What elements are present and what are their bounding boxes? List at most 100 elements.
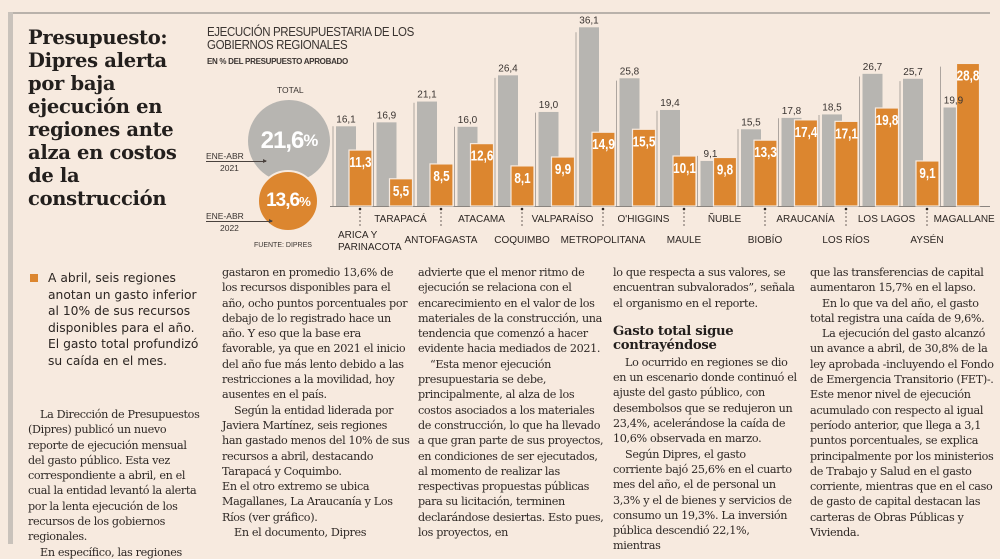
paragraph: En específico, las regiones <box>40 545 182 559</box>
bar-label-2021: 19,4 <box>660 98 680 109</box>
category-label: BIOBÍO <box>748 233 783 246</box>
bar-label-2021: 21,1 <box>417 90 437 101</box>
bar-2022 <box>753 139 778 207</box>
headline: Presupuesto: Dipres alerta por baja ejec… <box>28 26 177 210</box>
bar-2022 <box>955 62 981 207</box>
category-label: PARINACOTA <box>338 242 402 253</box>
period-label: ENE-ABR <box>206 151 244 161</box>
total-2022-circle: 13,6% <box>257 170 319 232</box>
lead-summary: A abril, seis regiones anotan un gasto i… <box>30 270 205 369</box>
bar-2022 <box>429 163 454 207</box>
bar-2022 <box>469 143 495 207</box>
category-label: METROPOLITANA <box>561 235 646 246</box>
bar-label-2021: 16,1 <box>336 114 356 125</box>
bar-label-2022: 5,5 <box>393 182 410 199</box>
label-leader-dot <box>763 207 767 211</box>
total-2021-circle: 21,6% <box>248 100 330 182</box>
bar-label-2021: 25,7 <box>903 67 923 78</box>
bar-label-2021: 26,4 <box>498 63 518 74</box>
category-label: COQUIMBO <box>494 235 550 246</box>
total-label: TOTAL <box>277 85 304 95</box>
paragraph: En el documento, Dipres <box>234 526 367 540</box>
category-label: MAULE <box>667 235 702 246</box>
label-leader-dot <box>358 207 362 211</box>
bar-2022 <box>672 155 697 207</box>
period-2022-label: ENE-ABR 2022 <box>206 210 244 234</box>
bar-label-2022: 8,5 <box>433 168 450 185</box>
chart-source: FUENTE: DIPRES <box>254 242 312 249</box>
category-label: ANTOFAGASTA <box>405 235 478 246</box>
paragraph: En lo que va del año, el gasto total reg… <box>810 296 985 325</box>
paragraph: Según la entidad liderada por Javiera Ma… <box>222 403 410 478</box>
bar-2022 <box>388 178 414 207</box>
total-2021-value: 21,6 <box>260 127 305 154</box>
body-column-2: gastaron en promedio 13,6% de los recurs… <box>222 265 410 540</box>
bar-label-2022: 13,3 <box>754 144 777 161</box>
bar-label-2022: 15,5 <box>633 133 656 150</box>
total-2022-value: 13,6 <box>266 190 300 211</box>
bar-2022 <box>348 149 373 207</box>
bar-label-2022: 19,8 <box>876 112 899 129</box>
category-label: AYSÉN <box>910 233 943 246</box>
bar-label-2021: 16,9 <box>377 110 397 121</box>
top-rule <box>8 12 990 14</box>
bar-2022 <box>915 160 940 207</box>
paragraph: La ejecución del gasto alcanzó un avance… <box>810 327 994 540</box>
label-leader-dot <box>682 207 686 211</box>
bar-label-2022: 9,9 <box>555 161 571 178</box>
paragraph: Según Dipres, el gasto corriente bajó 25… <box>613 447 792 553</box>
period-label: ENE-ABR <box>206 211 244 221</box>
period-year: 2021 <box>220 163 239 173</box>
bar-2022 <box>591 131 616 207</box>
lead-text: A abril, seis regiones anotan un gasto i… <box>48 271 199 368</box>
bar-label-2022: 12,6 <box>471 147 494 164</box>
bar-label-2022: 17,4 <box>795 123 818 140</box>
bar-2022 <box>631 128 657 207</box>
category-label: ÑUBLE <box>708 212 742 225</box>
body-column-1: La Dirección de Presupuestos (Dipres) pu… <box>28 407 206 559</box>
bar-label-2021: 26,7 <box>863 62 883 73</box>
left-accent-bar <box>8 12 13 544</box>
bar-2022 <box>874 107 900 207</box>
category-label: LOS RÍOS <box>822 233 870 246</box>
bar-label-2021: 19,9 <box>944 95 964 106</box>
category-label: ARAUCANÍA <box>776 212 835 225</box>
bar-label-2021: 25,8 <box>620 66 640 77</box>
category-label: VALPARAÍSO <box>532 212 594 225</box>
paragraph: gastaron en promedio 13,6% de los recurs… <box>222 266 408 402</box>
bar-label-2022: 17,1 <box>835 125 858 142</box>
body-column-5: que las transferencias de capital aument… <box>810 265 996 540</box>
bar-label-2022: 9,1 <box>919 165 936 182</box>
bar-label-2022: 28,8 <box>957 67 980 84</box>
category-label: ARICA Y <box>338 230 378 241</box>
paragraph: Lo ocurrido en regiones se dio en un esc… <box>613 355 797 446</box>
body-column-3: advierte que el menor ritmo de ejecución… <box>418 265 604 540</box>
arrow-icon <box>206 159 267 163</box>
chart-title: EJECUCIÓN PRESUPUESTARIA DE LOS GOBIERNO… <box>207 25 414 52</box>
bar-label-2022: 14,9 <box>592 136 615 153</box>
bullet-square-icon <box>30 274 38 282</box>
paragraph: La Dirección de Presupuestos (Dipres) pu… <box>28 408 200 544</box>
period-year: 2022 <box>220 223 239 233</box>
bar-label-2022: 11,3 <box>349 154 371 171</box>
bar-label-2022: 10,1 <box>673 160 696 177</box>
bar-2022 <box>550 156 576 207</box>
arrow-icon <box>206 219 273 223</box>
category-label: ATACAMA <box>458 214 505 225</box>
category-label: LOS LAGOS <box>858 214 916 225</box>
paragraph: “Esta menor ejecución presupuestaria se … <box>418 357 604 540</box>
category-label: MAGALLANES <box>934 214 995 225</box>
bar-label-2021: 18,5 <box>822 102 842 113</box>
percent-sign: % <box>303 131 318 150</box>
paragraph: que las transferencias de capital aument… <box>810 266 984 295</box>
label-leader-dot <box>520 207 524 211</box>
label-leader-dot <box>439 207 443 211</box>
body-column-4: lo que respecta a sus valores, se encuen… <box>613 265 797 554</box>
bar-2022 <box>712 156 738 207</box>
bar-label-2021: 15,5 <box>741 117 761 128</box>
bar-label-2022: 8,1 <box>514 170 531 187</box>
bar-label-2021: 36,1 <box>579 15 599 26</box>
category-label: O'HIGGINS <box>618 214 670 225</box>
percent-sign: % <box>299 193 311 209</box>
